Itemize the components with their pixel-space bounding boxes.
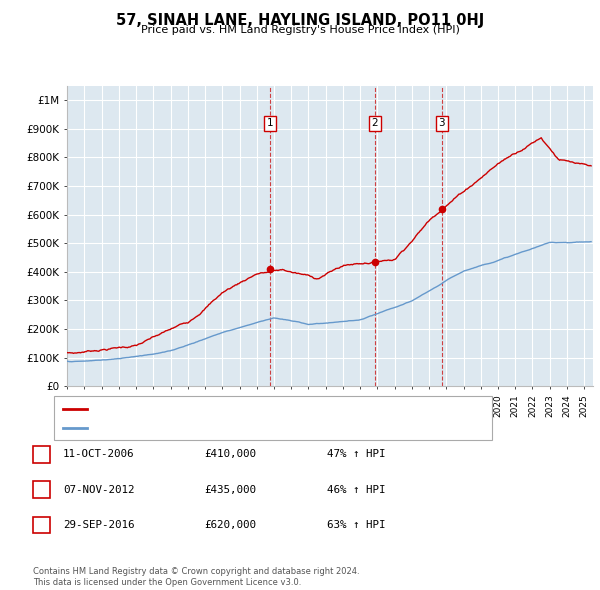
Text: 46% ↑ HPI: 46% ↑ HPI xyxy=(327,485,386,494)
Text: 47% ↑ HPI: 47% ↑ HPI xyxy=(327,450,386,459)
Text: 11-OCT-2006: 11-OCT-2006 xyxy=(63,450,134,459)
Text: 57, SINAH LANE, HAYLING ISLAND, PO11 0HJ (detached house): 57, SINAH LANE, HAYLING ISLAND, PO11 0HJ… xyxy=(93,404,406,414)
Text: This data is licensed under the Open Government Licence v3.0.: This data is licensed under the Open Gov… xyxy=(33,578,301,588)
Text: £435,000: £435,000 xyxy=(204,485,256,494)
Text: 29-SEP-2016: 29-SEP-2016 xyxy=(63,520,134,530)
Text: 07-NOV-2012: 07-NOV-2012 xyxy=(63,485,134,494)
Text: 2: 2 xyxy=(38,485,45,494)
Text: 57, SINAH LANE, HAYLING ISLAND, PO11 0HJ: 57, SINAH LANE, HAYLING ISLAND, PO11 0HJ xyxy=(116,13,484,28)
Text: 3: 3 xyxy=(439,118,445,128)
Text: £620,000: £620,000 xyxy=(204,520,256,530)
Text: Contains HM Land Registry data © Crown copyright and database right 2024.: Contains HM Land Registry data © Crown c… xyxy=(33,566,359,576)
Text: 1: 1 xyxy=(38,450,45,459)
Text: £410,000: £410,000 xyxy=(204,450,256,459)
Text: Price paid vs. HM Land Registry's House Price Index (HPI): Price paid vs. HM Land Registry's House … xyxy=(140,25,460,35)
Text: 2: 2 xyxy=(371,118,378,128)
Text: HPI: Average price, detached house, Havant: HPI: Average price, detached house, Hava… xyxy=(93,424,313,433)
Text: 1: 1 xyxy=(267,118,274,128)
Text: 63% ↑ HPI: 63% ↑ HPI xyxy=(327,520,386,530)
Text: 3: 3 xyxy=(38,520,45,530)
